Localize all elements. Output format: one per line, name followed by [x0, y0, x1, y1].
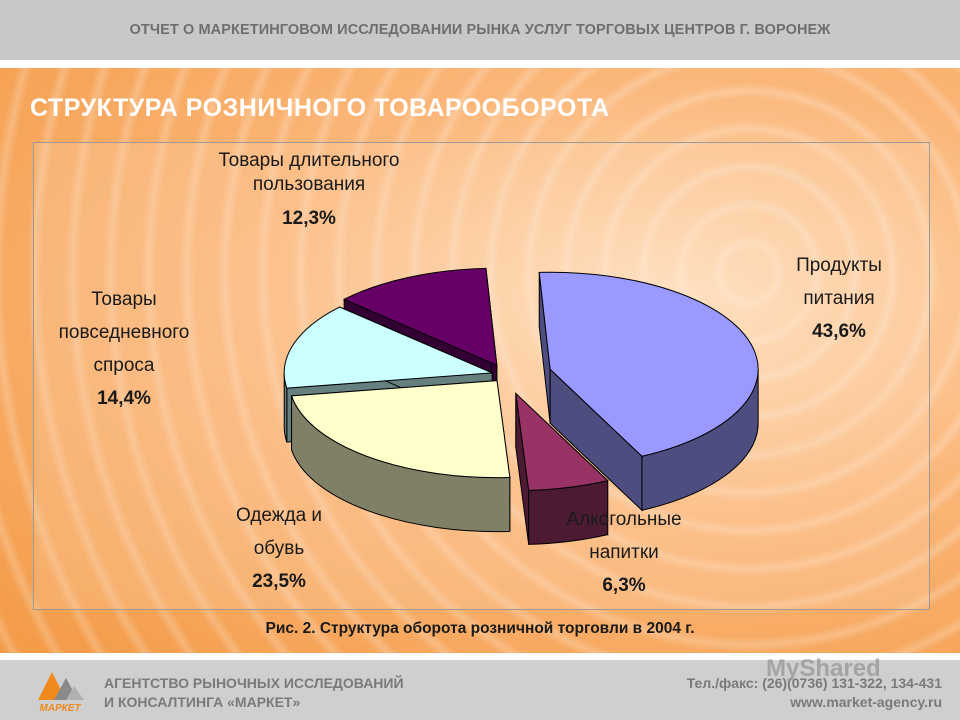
figure-caption: Рис. 2. Структура оборота розничной торг… [265, 620, 695, 637]
slide-body: СТРУКТУРА РОЗНИЧНОГО ТОВАРООБОРОТА Проду… [0, 68, 960, 653]
slice-label-durable-goods-line2: пользования [252, 174, 366, 195]
slice-label-everyday-goods-value: 14,4% [97, 388, 151, 409]
slice-label-food-line2: питания [803, 288, 875, 309]
agency-name: АГЕНТСТВО РЫНОЧНЫХ ИССЛЕДОВАНИЙ И КОНСАЛ… [104, 674, 404, 712]
slice-label-everyday-goods-line2: повседневного [58, 322, 190, 343]
svg-text:МАРКЕТ: МАРКЕТ [39, 703, 81, 714]
footer: МАРКЕТ АГЕНТСТВО РЫНОЧНЫХ ИССЛЕДОВАНИЙ И… [0, 655, 960, 720]
phone-fax: Тел./факс: (26)(0736) 131-322, 134-431 [686, 675, 942, 691]
pie-slice-alcohol [515, 392, 609, 545]
slice-label-clothing: Одежда и обувь 23,5% [194, 499, 364, 598]
chart-area: Продукты питания 43,6% Алкогольные напит… [33, 142, 930, 610]
market-logo-icon: МАРКЕТ [38, 672, 84, 714]
pie-slice-alcohol-top [515, 392, 609, 491]
slice-label-everyday-goods: Товары повседневного спроса 14,4% [34, 283, 214, 415]
slice-label-alcohol-value: 6,3% [602, 575, 646, 596]
slice-label-clothing-line1: Одежда и [235, 505, 323, 526]
slice-label-food-value: 43,6% [812, 321, 866, 342]
agency-name-line1: АГЕНТСТВО РЫНОЧНЫХ ИССЛЕДОВАНИЙ [104, 675, 404, 691]
slice-label-durable-goods-line1: Товары длительного [218, 150, 400, 171]
slice-label-everyday-goods-line3: спроса [93, 355, 155, 376]
website-link[interactable]: www.market-agency.ru [790, 694, 942, 710]
slice-label-food: Продукты питания 43,6% [749, 249, 929, 348]
slice-label-alcohol-line1: Алкогольные [566, 509, 682, 530]
slice-label-clothing-line2: обувь [253, 538, 305, 559]
slice-label-food-line1: Продукты [796, 255, 882, 276]
slice-label-clothing-value: 23,5% [252, 571, 306, 592]
pie-slice-food-top [538, 271, 759, 457]
pie-slice-clothing [290, 380, 511, 533]
slice-label-durable-goods: Товары длительного пользования 12,3% [179, 149, 439, 231]
contacts: Тел./факс: (26)(0736) 131-322, 134-431 w… [687, 674, 942, 712]
pie-slice-everyday-goods-top [283, 306, 493, 389]
pie-slice-food [538, 271, 759, 512]
slice-label-everyday-goods-line1: Товары [91, 289, 157, 310]
report-header: ОТЧЕТ О МАРКЕТИНГОВОМ ИССЛЕДОВАНИИ РЫНКА… [0, 0, 960, 60]
slice-label-alcohol-line2: напитки [589, 542, 659, 563]
pie-chart [283, 267, 759, 545]
slice-label-durable-goods-value: 12,3% [282, 208, 336, 229]
report-title: ОТЧЕТ О МАРКЕТИНГОВОМ ИССЛЕДОВАНИИ РЫНКА… [129, 22, 831, 38]
pie-slice-clothing-top [290, 380, 511, 479]
watermark: MyShared [766, 655, 881, 682]
slide-title: СТРУКТУРА РОЗНИЧНОГО ТОВАРООБОРОТА [30, 94, 610, 122]
slice-label-alcohol: Алкогольные напитки 6,3% [524, 503, 724, 602]
pie-slice-durable-goods-top [342, 267, 498, 367]
agency-name-line2: И КОНСАЛТИНГА «МАРКЕТ» [104, 694, 301, 710]
